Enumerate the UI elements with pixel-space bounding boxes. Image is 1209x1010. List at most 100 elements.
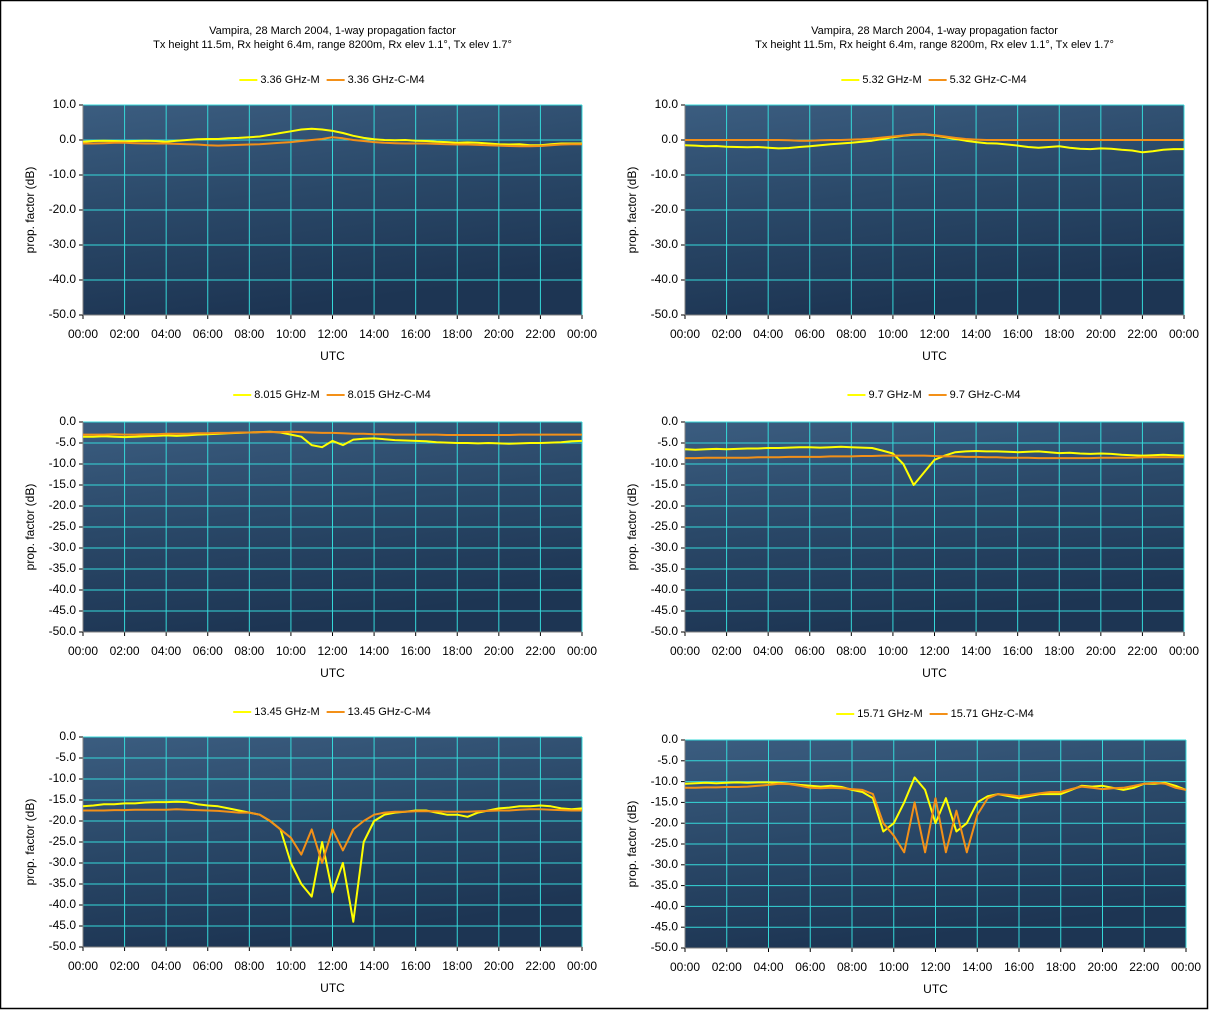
chart-title: Vampira, 28 March 2004, 1-way propagatio…: [811, 25, 1058, 37]
y-tick-label: -15.0: [49, 792, 77, 806]
y-axis-label: prop. factor (dB): [625, 167, 639, 254]
x-tick-label: 04:00: [151, 959, 181, 973]
y-tick-label: -10.0: [49, 771, 77, 785]
series-line: [684, 445, 1185, 486]
y-tick-label: 0.0: [59, 414, 76, 428]
y-tick-label: -50.0: [651, 307, 679, 321]
y-tick-label: 0.0: [661, 732, 678, 746]
x-tick-label: 22:00: [1127, 644, 1157, 658]
y-tick-label: -20.0: [49, 498, 77, 512]
x-tick-label: 06:00: [795, 644, 825, 658]
x-tick-label: 20:00: [484, 327, 514, 341]
x-tick-label: 12:00: [317, 644, 347, 658]
y-tick-label: -25.0: [651, 836, 679, 850]
legend-label: 5.32 GHz-C-M4: [950, 74, 1027, 86]
y-tick-label: -50.0: [651, 940, 679, 954]
series-line: [83, 430, 583, 449]
chart-subtitle: Tx height 11.5m, Rx height 6.4m, range 8…: [755, 39, 1114, 51]
y-tick-label: -25.0: [651, 519, 679, 533]
y-tick-label: -5.0: [657, 753, 678, 767]
x-tick-label: 00:00: [567, 959, 597, 973]
x-axis-label: UTC: [320, 666, 345, 680]
y-tick-label: -40.0: [651, 899, 679, 913]
series-line: [82, 127, 582, 147]
x-tick-label: 20:00: [1086, 327, 1116, 341]
y-axis-label: prop. factor (dB): [23, 799, 37, 886]
y-tick-label: -50.0: [49, 939, 77, 953]
y-tick-label: -30.0: [49, 855, 77, 869]
x-tick-label: 02:00: [110, 644, 140, 658]
x-tick-label: 10:00: [276, 644, 306, 658]
x-tick-label: 04:00: [753, 644, 783, 658]
y-tick-label: -20.0: [49, 813, 77, 827]
x-tick-label: 02:00: [712, 960, 742, 974]
y-tick-label: -10.0: [651, 774, 679, 788]
series-line: [685, 454, 1184, 460]
y-tick-label: -25.0: [49, 519, 77, 533]
x-axis-label: UTC: [922, 349, 947, 363]
legend-label: 3.36 GHz-M: [260, 74, 319, 86]
chart-title: Vampira, 28 March 2004, 1-way propagatio…: [209, 25, 456, 37]
y-tick-label: -35.0: [49, 876, 77, 890]
y-tick-label: -40.0: [49, 582, 77, 596]
x-tick-label: 20:00: [484, 644, 514, 658]
y-tick-label: -10.0: [651, 456, 679, 470]
series-line: [82, 800, 583, 923]
y-tick-label: -50.0: [49, 307, 77, 321]
x-tick-label: 10:00: [276, 327, 306, 341]
x-tick-label: 18:00: [1044, 644, 1074, 658]
x-tick-label: 18:00: [1044, 327, 1074, 341]
series-line: [684, 776, 1187, 833]
y-tick-label: -20.0: [651, 815, 679, 829]
x-tick-label: 08:00: [234, 644, 264, 658]
x-tick-label: 04:00: [151, 644, 181, 658]
y-tick-label: -30.0: [49, 540, 77, 554]
y-tick-label: -40.0: [49, 272, 77, 286]
x-tick-label: 20:00: [1086, 644, 1116, 658]
x-tick-label: 00:00: [567, 644, 597, 658]
y-axis-label: prop. factor (dB): [23, 484, 37, 571]
legend-label: 8.015 GHz-C-M4: [348, 389, 431, 401]
x-tick-label: 10:00: [878, 644, 908, 658]
y-tick-label: -5.0: [657, 435, 678, 449]
y-axis-label: prop. factor (dB): [23, 167, 37, 254]
x-tick-label: 04:00: [753, 960, 783, 974]
y-tick-label: -40.0: [651, 272, 679, 286]
series-line: [685, 781, 1187, 854]
x-tick-label: 08:00: [234, 327, 264, 341]
y-tick-label: -10.0: [49, 456, 77, 470]
x-tick-label: 00:00: [1171, 960, 1201, 974]
x-tick-label: 06:00: [193, 327, 223, 341]
x-tick-label: 08:00: [234, 959, 264, 973]
y-tick-label: -35.0: [49, 561, 77, 575]
series-line: [83, 136, 582, 148]
x-tick-label: 00:00: [68, 959, 98, 973]
x-tick-label: 10:00: [276, 959, 306, 973]
x-tick-label: 18:00: [442, 644, 472, 658]
y-tick-label: -30.0: [651, 540, 679, 554]
y-tick-label: -15.0: [651, 795, 679, 809]
x-tick-label: 06:00: [795, 960, 825, 974]
x-tick-label: 22:00: [525, 959, 555, 973]
x-tick-label: 16:00: [1003, 644, 1033, 658]
x-tick-label: 02:00: [712, 327, 742, 341]
x-tick-label: 02:00: [110, 959, 140, 973]
y-tick-label: -50.0: [651, 624, 679, 638]
x-axis-label: UTC: [923, 982, 948, 996]
y-tick-label: 10.0: [53, 97, 77, 111]
legend-label: 9.7 GHz-M: [868, 389, 921, 401]
x-tick-label: 00:00: [670, 644, 700, 658]
x-tick-label: 22:00: [525, 644, 555, 658]
y-tick-label: 0.0: [59, 729, 76, 743]
x-tick-label: 14:00: [961, 327, 991, 341]
legend-label: 5.32 GHz-M: [862, 74, 921, 86]
x-tick-label: 18:00: [442, 959, 472, 973]
x-tick-label: 04:00: [151, 327, 181, 341]
x-tick-label: 06:00: [193, 959, 223, 973]
y-tick-label: -45.0: [651, 603, 679, 617]
y-tick-label: -20.0: [651, 498, 679, 512]
legend-label: 15.71 GHz-C-M4: [951, 708, 1034, 720]
x-tick-label: 00:00: [68, 327, 98, 341]
y-tick-label: -30.0: [651, 237, 679, 251]
